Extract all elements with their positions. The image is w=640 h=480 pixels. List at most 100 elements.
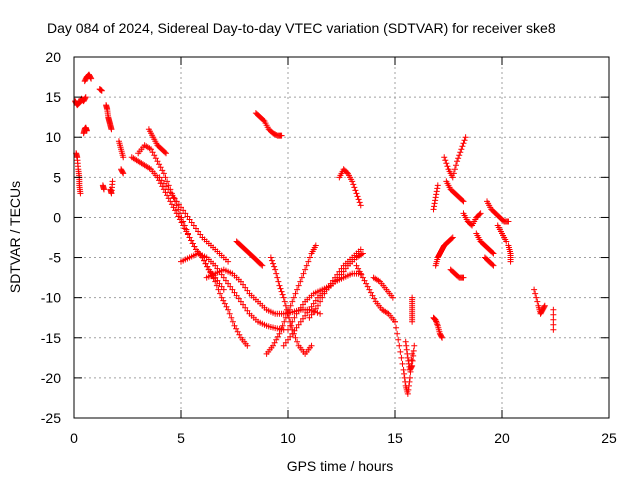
series-arc-30 bbox=[430, 314, 446, 341]
data-point bbox=[180, 207, 187, 214]
series-arc-42 bbox=[531, 286, 548, 317]
series-arc-27 bbox=[392, 318, 416, 397]
data-point bbox=[165, 182, 172, 189]
data-point bbox=[408, 363, 415, 370]
grid-lines bbox=[74, 57, 609, 418]
data-point bbox=[312, 297, 319, 304]
data-point bbox=[285, 336, 291, 343]
y-tick-label: -25 bbox=[41, 410, 61, 426]
series-arc-36 bbox=[460, 210, 484, 229]
data-point bbox=[178, 214, 185, 221]
data-point bbox=[270, 260, 277, 267]
data-point bbox=[432, 197, 439, 204]
data-point bbox=[550, 316, 557, 323]
data-point bbox=[173, 198, 180, 205]
data-point bbox=[454, 158, 461, 165]
data-point bbox=[154, 158, 161, 165]
data-point bbox=[449, 174, 456, 181]
x-tick-label: 5 bbox=[177, 430, 185, 446]
data-point bbox=[169, 192, 176, 199]
series-arc-32 bbox=[430, 182, 441, 213]
data-point bbox=[289, 298, 296, 305]
series-arc-13 bbox=[145, 126, 170, 157]
data-point bbox=[225, 306, 232, 313]
data-point bbox=[532, 290, 539, 297]
data-point bbox=[189, 240, 196, 247]
data-point bbox=[304, 309, 311, 316]
series-arc-31 bbox=[432, 234, 456, 269]
data-point bbox=[286, 306, 293, 313]
data-point bbox=[434, 185, 441, 192]
series-arc-4 bbox=[73, 150, 84, 197]
y-tick-label: 10 bbox=[45, 129, 61, 145]
data-point bbox=[327, 280, 334, 287]
data-point bbox=[227, 283, 234, 290]
data-point bbox=[541, 302, 548, 309]
data-point bbox=[281, 298, 288, 305]
data-point bbox=[411, 342, 418, 349]
data-point bbox=[404, 350, 411, 357]
data-point bbox=[402, 338, 409, 345]
data-point bbox=[389, 294, 396, 301]
data-point bbox=[433, 188, 440, 195]
x-tick-label: 20 bbox=[494, 430, 510, 446]
data-point bbox=[158, 177, 165, 184]
data-point bbox=[109, 178, 116, 185]
data-point bbox=[405, 360, 412, 367]
data-point bbox=[314, 302, 321, 309]
data-point bbox=[531, 286, 538, 293]
data-point bbox=[396, 342, 403, 349]
series-arc-26 bbox=[370, 274, 396, 301]
data-point bbox=[186, 234, 193, 241]
data-point bbox=[410, 352, 417, 359]
y-axis-label: SDTVAR / TECUs bbox=[7, 181, 23, 293]
y-tick-label: 15 bbox=[45, 89, 61, 105]
data-point bbox=[477, 210, 484, 217]
data-point bbox=[297, 318, 304, 325]
data-point bbox=[441, 154, 448, 161]
data-point bbox=[192, 225, 199, 232]
data-point bbox=[371, 295, 378, 302]
x-tick-label: 10 bbox=[280, 430, 296, 446]
data-point bbox=[459, 197, 466, 204]
series-arc-15 bbox=[178, 250, 287, 333]
data-point bbox=[175, 213, 182, 220]
data-point bbox=[160, 170, 167, 177]
data-point bbox=[312, 305, 319, 312]
data-point bbox=[409, 362, 416, 369]
data-point bbox=[274, 274, 281, 281]
data-point bbox=[352, 187, 359, 194]
series-arc-1 bbox=[72, 94, 89, 109]
data-point bbox=[202, 260, 209, 267]
data-point bbox=[300, 270, 307, 277]
data-point bbox=[282, 314, 289, 321]
series-arc-41 bbox=[505, 242, 514, 265]
series-arc-14 bbox=[156, 174, 232, 265]
series-arc-23 bbox=[306, 246, 364, 321]
data-point bbox=[404, 390, 411, 397]
data-point bbox=[343, 169, 350, 176]
data-point bbox=[303, 262, 310, 269]
data-point bbox=[183, 226, 190, 233]
data-point bbox=[550, 306, 557, 313]
data-point bbox=[294, 338, 301, 345]
data-point bbox=[476, 211, 483, 218]
data-point bbox=[306, 314, 313, 321]
series-arc-17 bbox=[233, 238, 266, 269]
data-point bbox=[221, 300, 228, 307]
data-point bbox=[503, 238, 510, 245]
data-point bbox=[271, 263, 278, 270]
data-point bbox=[178, 204, 184, 211]
data-point bbox=[181, 222, 188, 229]
data-point bbox=[297, 278, 304, 285]
data-point bbox=[175, 201, 182, 208]
data-point bbox=[310, 300, 317, 307]
data-point bbox=[233, 292, 240, 299]
data-point bbox=[287, 333, 294, 340]
data-point bbox=[170, 204, 177, 211]
data-point bbox=[152, 155, 159, 162]
data-point bbox=[401, 374, 408, 381]
data-point bbox=[489, 261, 496, 268]
data-point bbox=[409, 318, 416, 325]
data-point bbox=[357, 202, 364, 209]
